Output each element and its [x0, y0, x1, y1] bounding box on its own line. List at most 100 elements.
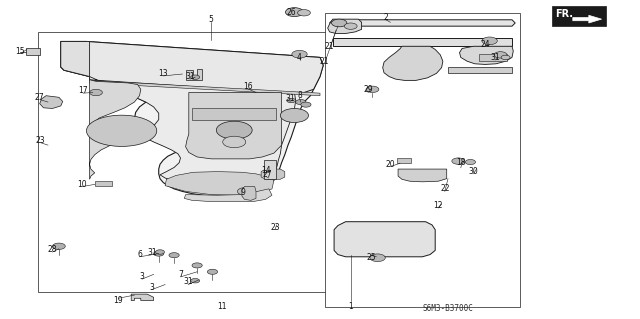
Polygon shape: [186, 93, 282, 159]
Circle shape: [287, 98, 296, 103]
Bar: [552, 6, 606, 26]
Text: 5: 5: [209, 15, 214, 24]
Circle shape: [285, 8, 303, 17]
Polygon shape: [334, 222, 435, 257]
Polygon shape: [330, 20, 515, 26]
Polygon shape: [184, 189, 272, 202]
Circle shape: [296, 100, 306, 105]
Text: 31: 31: [185, 72, 195, 81]
Polygon shape: [261, 169, 285, 179]
Text: 31: 31: [285, 94, 295, 103]
Polygon shape: [264, 160, 276, 179]
Circle shape: [482, 37, 497, 45]
Text: 19: 19: [113, 296, 124, 305]
Polygon shape: [26, 48, 40, 55]
Polygon shape: [460, 46, 513, 64]
Text: 9: 9: [241, 189, 246, 197]
Circle shape: [169, 253, 179, 258]
Text: 8: 8: [297, 91, 302, 100]
Text: 7: 7: [178, 270, 183, 279]
Text: 31: 31: [490, 53, 500, 62]
Polygon shape: [90, 80, 141, 179]
Text: 27: 27: [35, 93, 45, 102]
Polygon shape: [61, 41, 323, 196]
Polygon shape: [90, 77, 296, 187]
Circle shape: [298, 10, 310, 16]
Polygon shape: [448, 67, 512, 73]
Text: 12: 12: [434, 201, 443, 210]
Text: 16: 16: [243, 82, 253, 91]
Circle shape: [192, 263, 202, 268]
Text: 6: 6: [137, 250, 142, 259]
Text: 22: 22: [440, 184, 449, 193]
Circle shape: [370, 254, 385, 262]
Circle shape: [280, 108, 308, 122]
Text: 18: 18: [456, 158, 465, 167]
Text: 21: 21: [320, 57, 329, 66]
Bar: [397, 158, 411, 163]
Circle shape: [90, 89, 102, 96]
Polygon shape: [90, 80, 320, 96]
Polygon shape: [479, 54, 507, 61]
Circle shape: [156, 250, 164, 254]
Text: 20: 20: [385, 160, 396, 169]
Text: 27: 27: [262, 170, 272, 179]
Polygon shape: [186, 69, 202, 80]
Text: 4: 4: [297, 53, 302, 62]
Polygon shape: [61, 41, 90, 77]
Text: 28: 28: [48, 245, 57, 254]
Circle shape: [301, 102, 311, 107]
Polygon shape: [165, 172, 274, 195]
Polygon shape: [333, 38, 512, 46]
Polygon shape: [38, 32, 326, 292]
Text: 31: 31: [147, 248, 157, 257]
Polygon shape: [86, 115, 157, 146]
Polygon shape: [398, 169, 447, 182]
Polygon shape: [383, 46, 443, 80]
Circle shape: [494, 52, 507, 58]
Circle shape: [237, 188, 253, 195]
Text: 15: 15: [15, 47, 26, 56]
Text: 25: 25: [366, 253, 376, 262]
Text: 24: 24: [480, 40, 490, 48]
Circle shape: [501, 55, 510, 60]
Polygon shape: [328, 19, 362, 33]
Text: FR.: FR.: [556, 9, 573, 19]
Polygon shape: [61, 41, 323, 93]
Text: 29: 29: [363, 85, 373, 94]
Circle shape: [223, 136, 246, 148]
Circle shape: [332, 19, 347, 27]
Circle shape: [207, 269, 218, 274]
Text: S6M3-B3700C: S6M3-B3700C: [422, 304, 474, 313]
Circle shape: [216, 121, 252, 139]
Text: 2: 2: [383, 13, 388, 22]
Polygon shape: [192, 108, 276, 120]
Circle shape: [465, 160, 476, 165]
Polygon shape: [573, 15, 602, 23]
Text: 14: 14: [260, 166, 271, 175]
Text: 10: 10: [77, 180, 87, 189]
Text: 1: 1: [348, 302, 353, 311]
Circle shape: [452, 158, 465, 164]
Polygon shape: [95, 181, 112, 186]
Text: 26: 26: [286, 8, 296, 17]
Text: 21: 21: [325, 42, 334, 51]
Text: 31: 31: [183, 278, 193, 286]
Text: 23: 23: [270, 223, 280, 232]
Circle shape: [191, 75, 200, 79]
Polygon shape: [242, 187, 256, 200]
Polygon shape: [131, 294, 154, 300]
Text: 3: 3: [140, 272, 145, 281]
Text: 17: 17: [78, 86, 88, 95]
Text: 30: 30: [468, 167, 479, 176]
Text: 3: 3: [149, 283, 154, 292]
Circle shape: [344, 23, 357, 29]
Circle shape: [52, 243, 65, 249]
Circle shape: [366, 86, 379, 93]
Polygon shape: [325, 13, 520, 307]
Circle shape: [191, 278, 200, 283]
Text: 23: 23: [35, 136, 45, 145]
Text: 11: 11: [218, 302, 227, 311]
Circle shape: [154, 251, 164, 256]
Text: 13: 13: [158, 69, 168, 78]
